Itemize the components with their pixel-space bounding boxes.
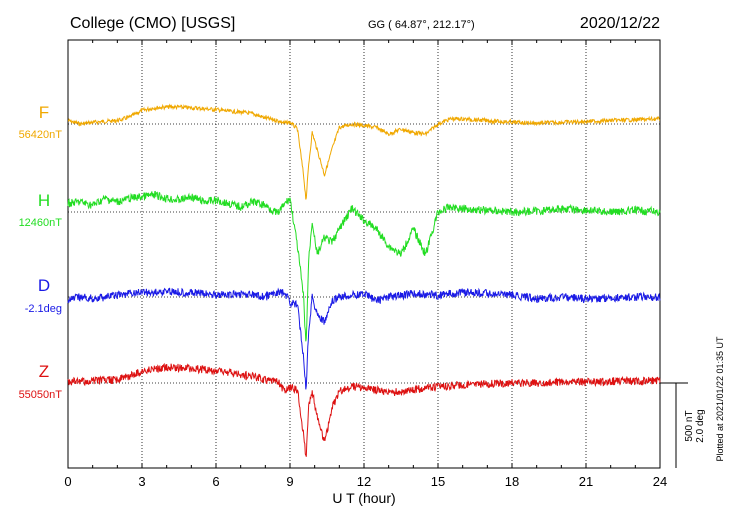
plotted-at-label: Plotted at 2021/01/22 01:35 UT (715, 336, 725, 462)
series-baseline-h: 12460nT (19, 217, 63, 229)
series-line-z (67, 362, 661, 457)
series-line-f (67, 103, 661, 200)
series-name-d: D (38, 276, 50, 295)
scale-deg-label: 2.0 deg (695, 409, 706, 442)
coords-label: GG ( 64.87°, 212.17°) (368, 19, 475, 31)
series-line-d (67, 287, 661, 390)
x-tick-label: 3 (138, 474, 145, 489)
series-baseline-f: 56420nT (19, 129, 63, 141)
series-lines (67, 103, 661, 457)
x-tick-label: 9 (286, 474, 293, 489)
series-baseline-z: 55050nT (19, 389, 63, 401)
x-tick-label: 15 (431, 474, 445, 489)
series-baseline-d: -2.1deg (25, 303, 62, 315)
series-line-h (67, 190, 661, 342)
x-axis-label: U T (hour) (332, 490, 395, 506)
x-tick-label: 24 (653, 474, 667, 489)
series-name-f: F (39, 103, 49, 122)
x-tick-label: 21 (579, 474, 593, 489)
date-label: 2020/12/22 (580, 15, 660, 32)
series-name-h: H (38, 191, 50, 210)
x-tick-label: 0 (64, 474, 71, 489)
x-ticks: 0 3 6 9 12 15 18 21 24 (64, 40, 667, 489)
series-name-z: Z (39, 362, 49, 381)
series-labels: F 56420nT H 12460nT D -2.1deg Z 55050nT (19, 103, 63, 401)
x-tick-label: 12 (357, 474, 371, 489)
scale-nt-label: 500 nT (684, 410, 695, 441)
x-tick-label: 6 (212, 474, 219, 489)
station-title: College (CMO) [USGS] (70, 15, 235, 32)
x-tick-label: 18 (505, 474, 519, 489)
grid-lines (141, 40, 587, 468)
